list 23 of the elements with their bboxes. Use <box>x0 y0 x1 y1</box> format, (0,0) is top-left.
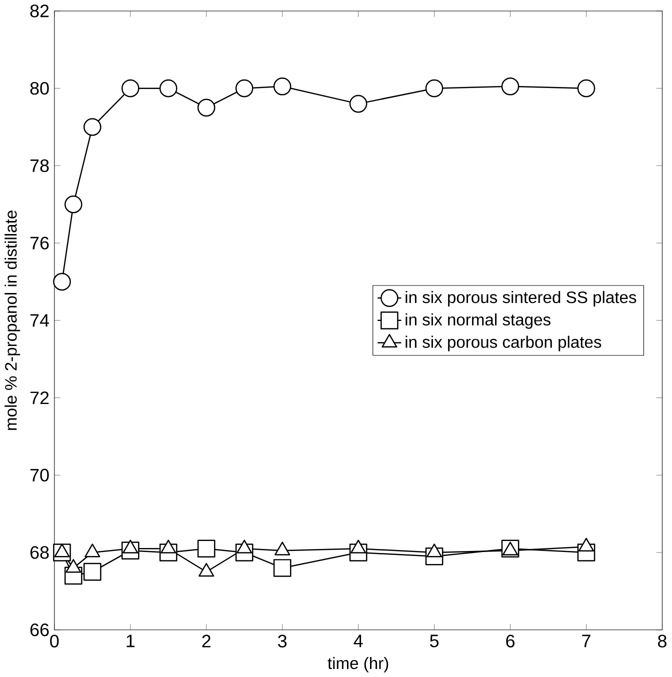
x-tick-label: 7 <box>582 634 590 648</box>
x-tick-label: 4 <box>354 634 363 648</box>
y-tick-label: 82 <box>30 4 49 18</box>
x-tick-label: 8 <box>658 634 667 648</box>
x-tick-label: 0 <box>50 634 59 648</box>
x-tick-label: 3 <box>278 634 287 648</box>
y-tick-label: 68 <box>30 546 49 559</box>
x-axis-title: time (hr) <box>328 656 388 672</box>
x-tick-label: 5 <box>430 634 439 648</box>
y-tick-label: 78 <box>30 159 49 172</box>
y-tick-label: 66 <box>30 624 49 636</box>
x-tick-label: 1 <box>126 634 135 648</box>
legend-label: in six porous sintered SS plates <box>406 291 636 306</box>
x-tick-label: 2 <box>202 634 211 648</box>
y-tick-label: 76 <box>30 236 49 250</box>
y-tick-label: 72 <box>30 392 49 404</box>
y-axis-title: mole % 2-propanol in distillate <box>4 210 20 430</box>
legend-label: in six normal stages <box>406 313 551 329</box>
y-tick-label: 74 <box>30 314 50 327</box>
y-tick-label: 70 <box>30 468 49 482</box>
x-tick-label: 6 <box>506 634 515 648</box>
y-tick-label: 80 <box>30 82 49 95</box>
legend-label: in six porous carbon plates <box>406 336 602 352</box>
